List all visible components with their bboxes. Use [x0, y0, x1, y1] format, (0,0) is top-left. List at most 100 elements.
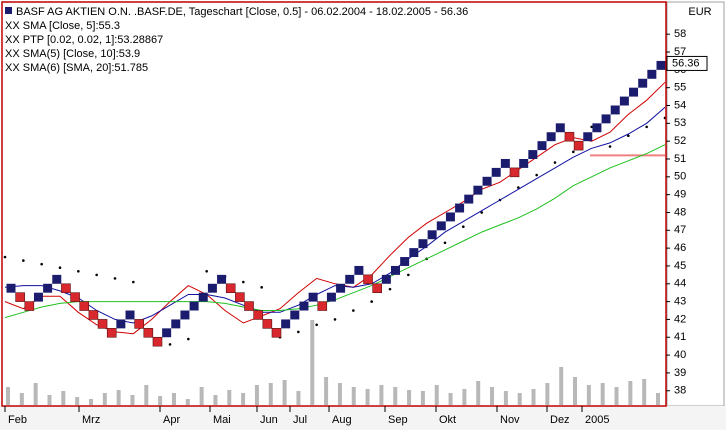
- volume-bar: [185, 399, 190, 405]
- volume-bar: [476, 381, 481, 405]
- down-brick: [573, 140, 584, 151]
- up-brick: [610, 105, 620, 115]
- ptp-dot: [22, 259, 25, 262]
- volume-bar: [434, 385, 439, 405]
- up-brick: [180, 310, 190, 320]
- y-tick-label: 38: [674, 385, 686, 397]
- up-brick: [500, 158, 510, 168]
- volume-bar: [559, 367, 564, 405]
- volume-bar: [393, 387, 398, 405]
- ptp-dot: [645, 125, 648, 129]
- volume-bar: [573, 377, 578, 405]
- volume-bar: [351, 387, 356, 405]
- down-brick: [143, 328, 154, 338]
- up-brick: [464, 194, 474, 204]
- x-tick-label: Okt: [439, 414, 456, 426]
- up-brick: [409, 248, 419, 258]
- volume-bar: [656, 393, 660, 405]
- ptp-dot: [58, 266, 62, 270]
- down-brick: [225, 283, 236, 293]
- volume-bar: [531, 389, 536, 405]
- volume-bar: [199, 387, 204, 405]
- ptp-dot: [535, 173, 538, 177]
- y-tick-label: 53: [674, 117, 686, 129]
- y-tick-label: 49: [674, 189, 686, 201]
- ptp-dot: [608, 145, 612, 148]
- ptp-dot: [3, 255, 7, 259]
- ptp-dot: [480, 211, 483, 214]
- up-brick: [171, 319, 181, 329]
- down-brick: [564, 131, 575, 142]
- x-tick-label: Aug: [332, 414, 352, 426]
- volume-bar: [6, 387, 10, 405]
- volume-bar: [462, 389, 467, 405]
- up-brick: [125, 310, 135, 320]
- down-brick: [134, 319, 144, 329]
- y-tick-label: 43: [674, 296, 686, 308]
- volume-bar: [102, 393, 107, 405]
- ptp-dot: [553, 161, 557, 164]
- up-brick: [647, 69, 657, 79]
- up-brick: [326, 292, 336, 302]
- ptp-dot: [205, 269, 208, 273]
- volume-bar: [503, 391, 508, 405]
- up-brick: [427, 230, 437, 240]
- up-brick: [381, 274, 391, 284]
- down-brick: [363, 274, 373, 285]
- volume-bar: [642, 379, 647, 405]
- up-brick: [345, 274, 355, 284]
- y-tick-label: 52: [674, 135, 686, 147]
- x-tick-label: Jul: [293, 414, 307, 426]
- volume-bar: [19, 393, 24, 405]
- ptp-dot: [407, 273, 410, 277]
- x-tick-label: 2005: [585, 414, 609, 426]
- volume-bar: [227, 390, 232, 405]
- volume-bar: [268, 383, 273, 405]
- ptp-dot: [627, 134, 630, 138]
- legend-entry: XX PTP [0.02, 0.02, 1]:53.28867: [5, 34, 163, 46]
- y-tick-label: 50: [674, 171, 686, 183]
- down-brick: [152, 336, 163, 347]
- x-tick-label: Sep: [388, 414, 408, 426]
- down-brick: [79, 301, 90, 311]
- ptp-dot: [352, 309, 355, 312]
- y-tick-label: 41: [674, 331, 686, 343]
- up-brick: [33, 292, 43, 302]
- volume-bar: [490, 387, 495, 405]
- up-brick: [619, 96, 629, 106]
- volume-bar: [296, 391, 301, 405]
- y-tick-label: 45: [674, 260, 686, 272]
- x-tick-label: Apr: [163, 414, 180, 426]
- volume-bar: [282, 380, 287, 405]
- down-brick: [24, 301, 35, 311]
- down-brick: [97, 319, 108, 329]
- up-brick: [207, 283, 217, 293]
- volume-bar: [241, 393, 246, 405]
- volume-bar: [407, 390, 412, 405]
- volume-bar: [171, 393, 176, 405]
- y-tick-label: 51: [674, 153, 686, 165]
- x-tick-label: Dez: [550, 414, 570, 426]
- up-brick: [418, 239, 428, 249]
- ptp-dot: [40, 262, 43, 266]
- ptp-dot: [77, 269, 80, 273]
- volume-bar: [47, 395, 52, 405]
- down-brick: [235, 292, 245, 302]
- legend-entry: XX SMA [Close, 5]:55.3: [5, 20, 120, 32]
- ptp-dot: [187, 337, 190, 341]
- ptp-dot: [443, 241, 447, 245]
- volume-bar: [324, 377, 329, 405]
- ptp-dot: [95, 273, 98, 277]
- up-brick: [528, 150, 538, 159]
- down-brick: [253, 310, 263, 320]
- volume-bar: [158, 396, 163, 405]
- x-tick-label: Jun: [260, 414, 278, 426]
- legend-entry: XX SMA(6) [SMA, 20]:51.785: [5, 62, 148, 74]
- up-brick: [290, 310, 300, 320]
- volume-bar: [61, 391, 66, 405]
- x-tick-label: Mai: [213, 414, 231, 426]
- up-brick: [482, 176, 492, 186]
- down-brick: [106, 328, 117, 338]
- down-brick: [15, 292, 25, 302]
